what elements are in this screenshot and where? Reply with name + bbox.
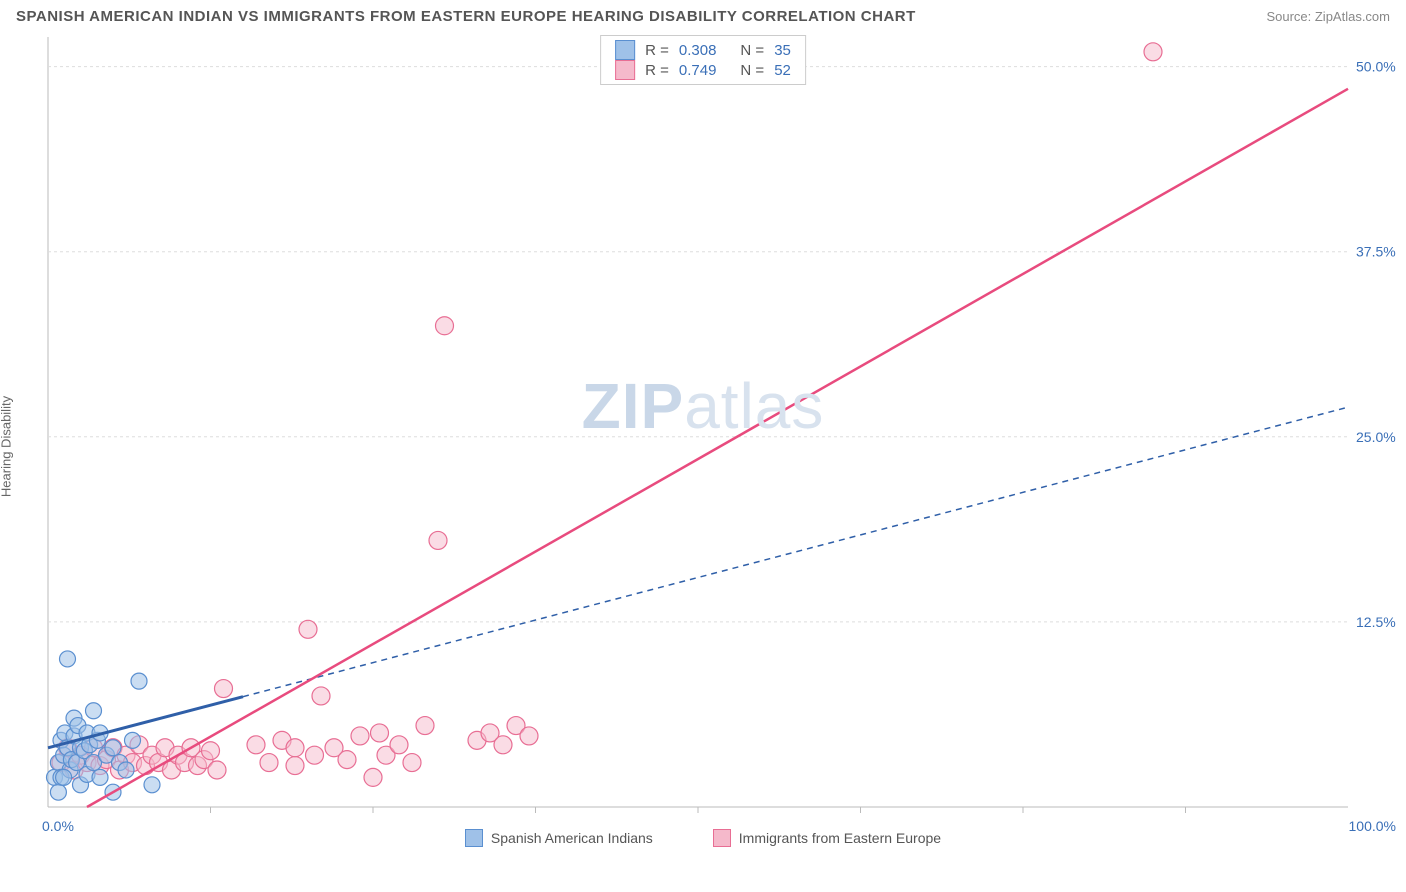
- scatter-point: [390, 736, 408, 754]
- n-value: 52: [774, 62, 791, 79]
- scatter-point: [1144, 43, 1162, 61]
- legend-swatch: [465, 829, 483, 847]
- scatter-point: [403, 754, 421, 772]
- scatter-point: [131, 673, 147, 689]
- scatter-point: [247, 736, 265, 754]
- scatter-point: [56, 769, 72, 785]
- legend-correlation-row: R =0.749N =52: [615, 60, 791, 80]
- scatter-point: [286, 739, 304, 757]
- legend-series-item: Spanish American Indians: [465, 829, 653, 847]
- scatter-point: [144, 777, 160, 793]
- scatter-point: [494, 736, 512, 754]
- scatter-point: [436, 317, 454, 335]
- y-tick-label: 37.5%: [1356, 244, 1396, 260]
- scatter-point: [299, 620, 317, 638]
- y-axis-label: Hearing Disability: [0, 396, 14, 497]
- source-link[interactable]: ZipAtlas.com: [1315, 9, 1390, 24]
- legend-swatch: [615, 40, 635, 60]
- y-tick-label: 12.5%: [1356, 614, 1396, 630]
- scatter-point: [429, 531, 447, 549]
- scatter-point: [520, 727, 538, 745]
- scatter-point: [371, 724, 389, 742]
- scatter-point: [105, 740, 121, 756]
- scatter-point: [125, 732, 141, 748]
- scatter-point: [50, 784, 66, 800]
- legend-series-item: Immigrants from Eastern Europe: [713, 829, 941, 847]
- scatter-point: [416, 717, 434, 735]
- scatter-point: [60, 651, 76, 667]
- trend-line-extrapolated: [243, 407, 1348, 696]
- legend-series: Spanish American Indians Immigrants from …: [0, 829, 1406, 847]
- chart-source: Source: ZipAtlas.com: [1266, 9, 1390, 24]
- scatter-point: [312, 687, 330, 705]
- chart-header: SPANISH AMERICAN INDIAN VS IMMIGRANTS FR…: [0, 0, 1406, 29]
- r-value: 0.749: [679, 62, 717, 79]
- n-value: 35: [774, 42, 791, 59]
- scatter-point: [286, 757, 304, 775]
- scatter-point: [364, 768, 382, 786]
- legend-swatch: [713, 829, 731, 847]
- scatter-point: [92, 769, 108, 785]
- legend-series-label: Immigrants from Eastern Europe: [739, 830, 941, 846]
- scatter-point: [215, 680, 233, 698]
- r-value: 0.308: [679, 42, 717, 59]
- legend-series-label: Spanish American Indians: [491, 830, 653, 846]
- legend-swatch: [615, 60, 635, 80]
- legend-correlation-box: R =0.308N =35R =0.749N =52: [600, 35, 806, 85]
- scatter-chart-svg: 12.5%25.0%37.5%50.0%0.0%100.0%: [0, 29, 1406, 849]
- scatter-point: [260, 754, 278, 772]
- scatter-point: [208, 761, 226, 779]
- legend-correlation-row: R =0.308N =35: [615, 40, 791, 60]
- chart-title: SPANISH AMERICAN INDIAN VS IMMIGRANTS FR…: [16, 8, 916, 25]
- y-tick-label: 25.0%: [1356, 429, 1396, 445]
- y-tick-label: 50.0%: [1356, 59, 1396, 75]
- chart-area: Hearing Disability ZIPatlas 12.5%25.0%37…: [0, 29, 1406, 849]
- trend-line: [87, 89, 1348, 807]
- scatter-point: [306, 746, 324, 764]
- scatter-point: [86, 703, 102, 719]
- scatter-point: [202, 742, 220, 760]
- scatter-point: [118, 762, 134, 778]
- scatter-point: [351, 727, 369, 745]
- scatter-point: [338, 751, 356, 769]
